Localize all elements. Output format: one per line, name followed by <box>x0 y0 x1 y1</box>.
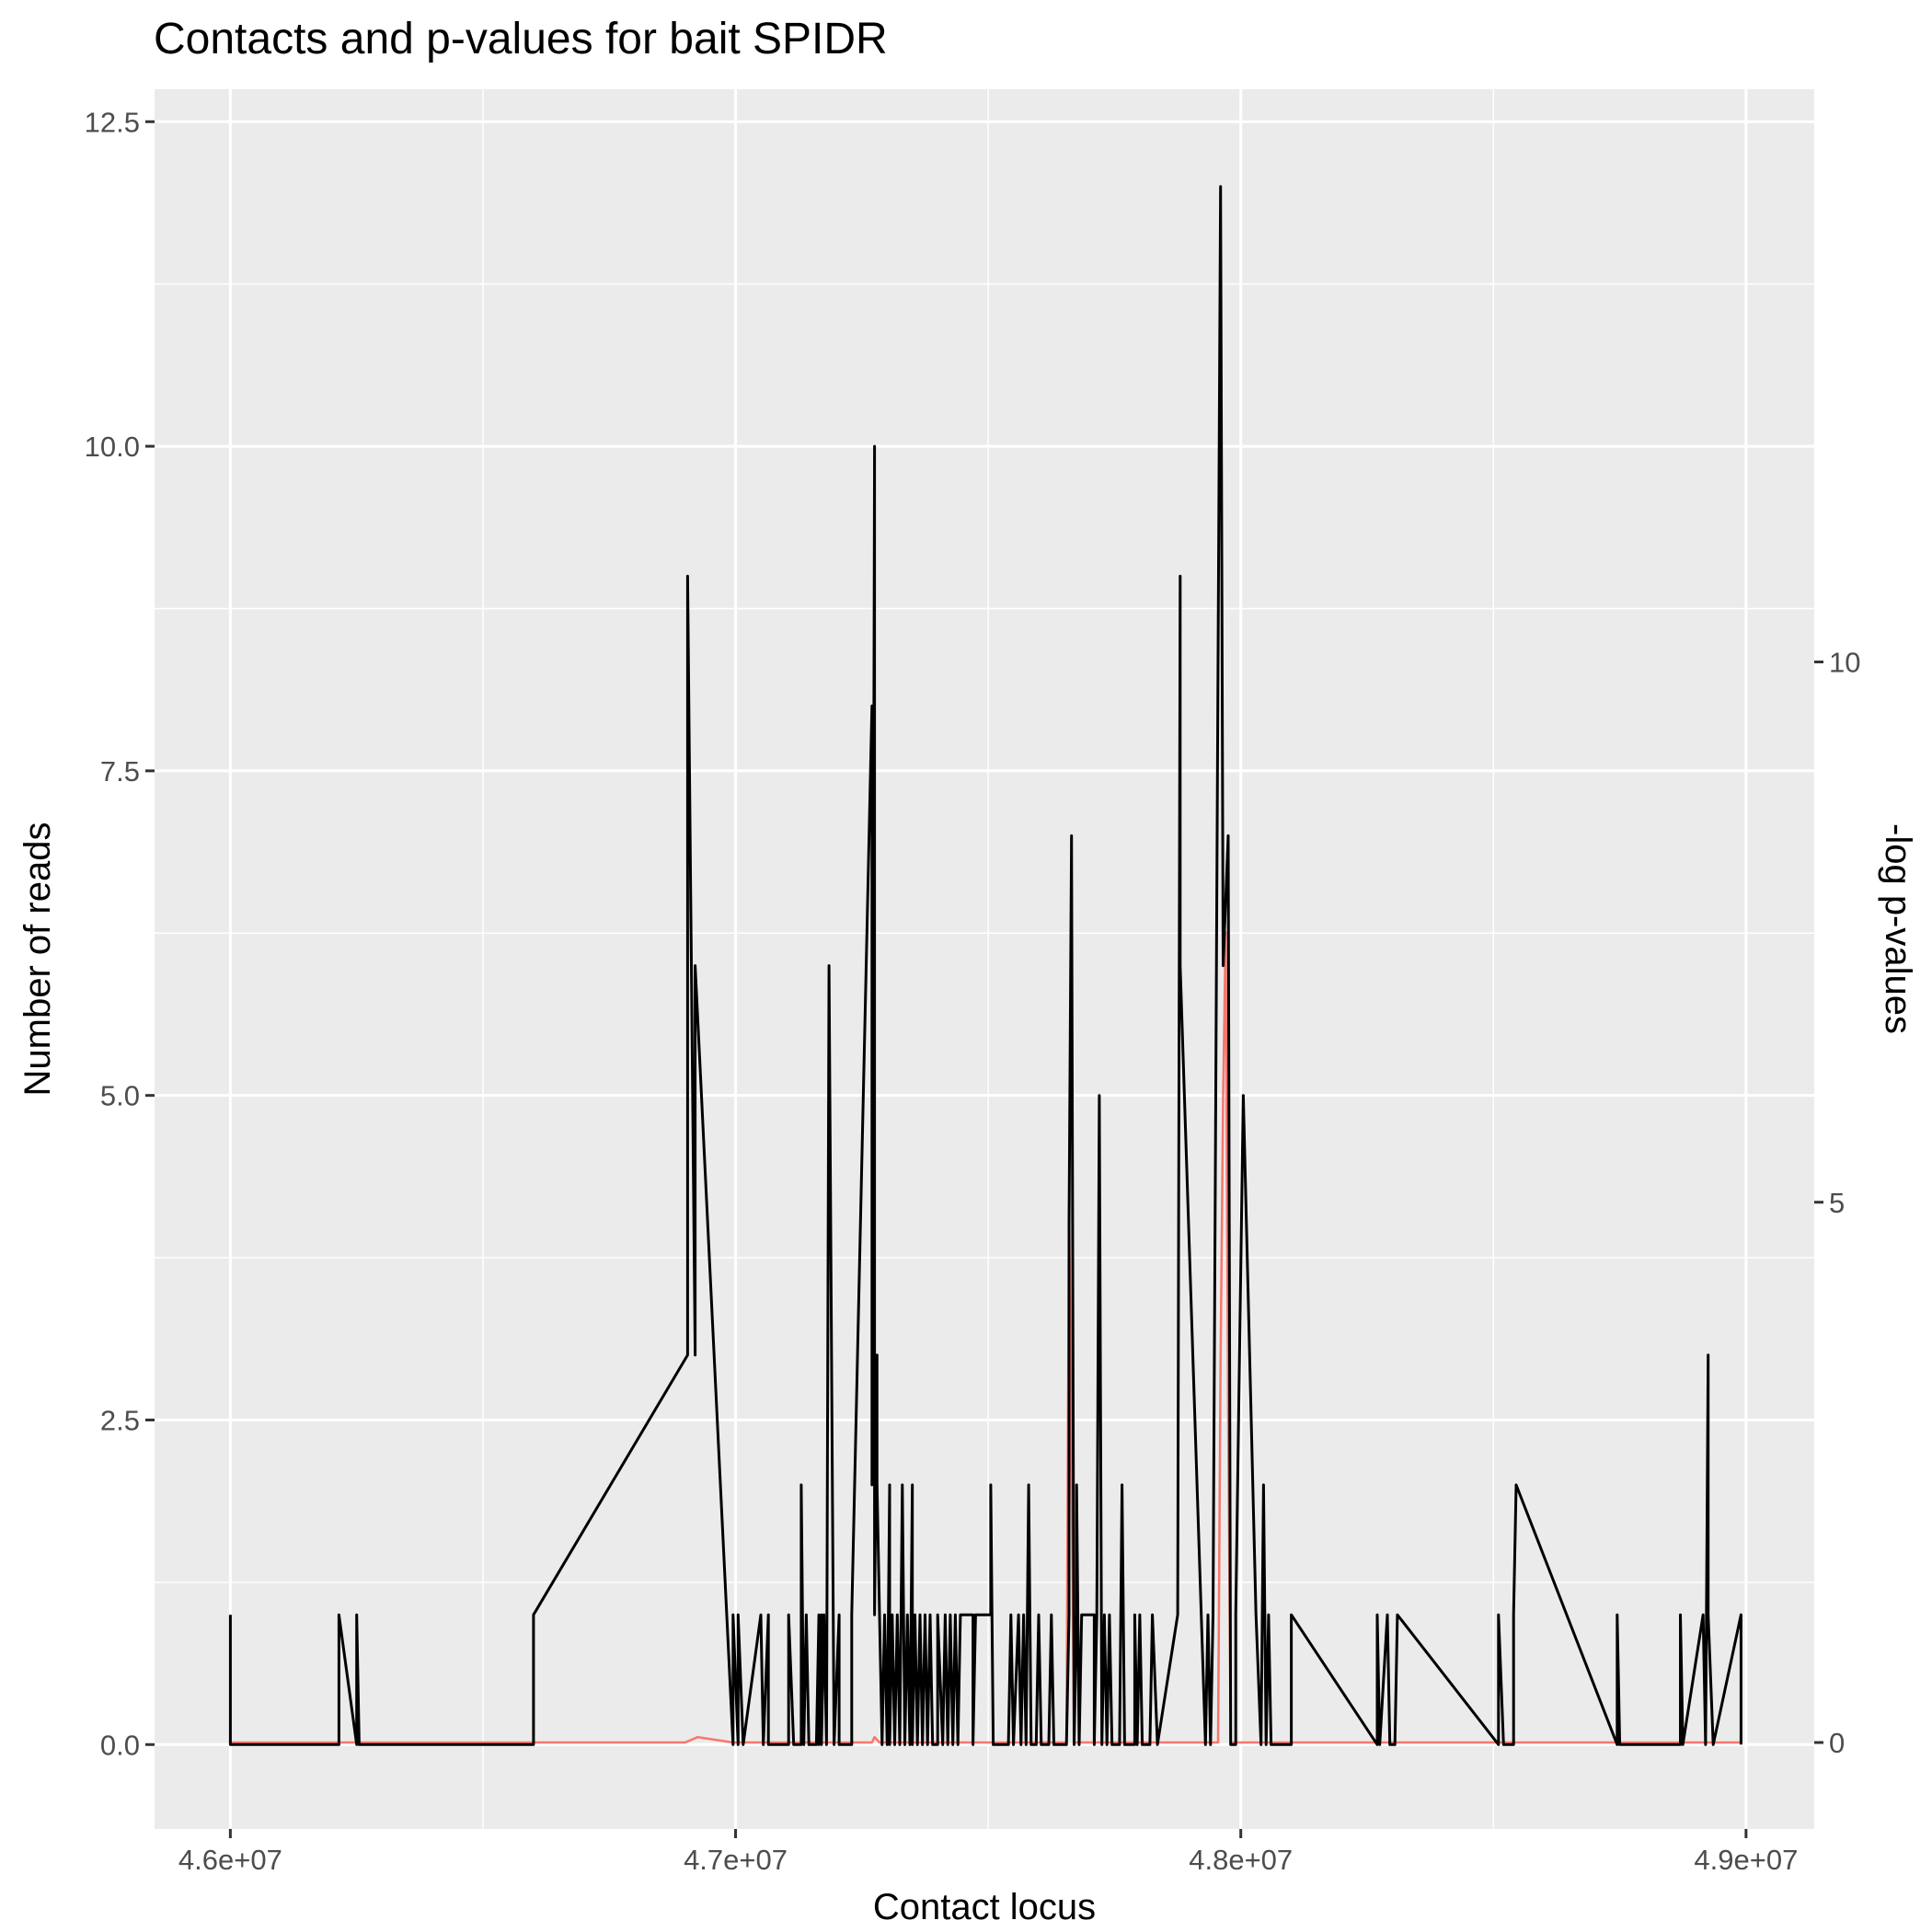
y-axis-right: 0 5 10 <box>1814 647 1860 1759</box>
y-axis-title: Number of reads <box>17 822 58 1097</box>
y-axis-left: 0.0 2.5 5.0 7.5 10.0 12.5 <box>85 106 155 1761</box>
x-tick-label: 4.7e+07 <box>684 1844 788 1876</box>
x-tick-label: 4.9e+07 <box>1694 1844 1798 1876</box>
x-axis-title: Contact locus <box>873 1887 1096 1927</box>
y-tick-label: 0.0 <box>100 1729 140 1761</box>
y2-tick-label: 5 <box>1829 1187 1845 1219</box>
y2-axis-title: -log p-values <box>1878 823 1918 1034</box>
x-axis: 4.6e+07 4.7e+07 4.8e+07 4.9e+07 <box>178 1829 1798 1876</box>
y-tick-label: 12.5 <box>85 106 140 138</box>
x-tick-label: 4.6e+07 <box>178 1844 282 1876</box>
y-tick-label: 10.0 <box>85 431 140 463</box>
y2-tick-label: 10 <box>1829 647 1860 679</box>
y-tick-label: 2.5 <box>100 1404 140 1436</box>
y-tick-label: 7.5 <box>100 755 140 788</box>
y-tick-label: 5.0 <box>100 1080 140 1112</box>
y2-tick-label: 0 <box>1829 1727 1845 1759</box>
x-tick-label: 4.8e+07 <box>1189 1844 1293 1876</box>
plot-panel <box>155 89 1814 1829</box>
series-layer <box>228 185 1742 1746</box>
major-gridlines <box>155 89 1814 1829</box>
minor-gridlines <box>155 89 1814 1829</box>
reads-series-line <box>228 185 1742 1746</box>
chart-title: Contacts and p-values for bait SPIDR <box>154 15 888 63</box>
